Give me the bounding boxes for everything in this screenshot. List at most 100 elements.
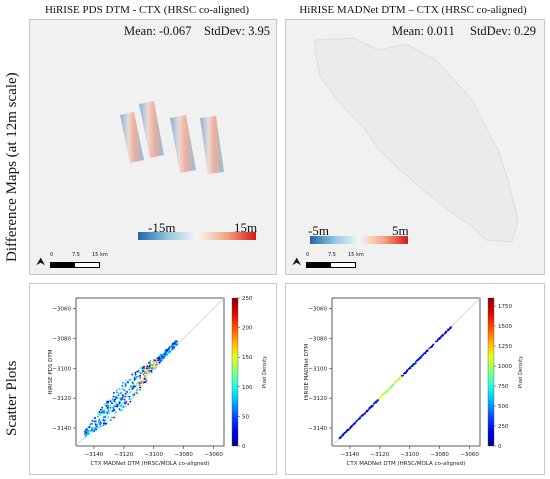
y-tick-label: −3080	[52, 336, 71, 342]
scatter-point	[374, 400, 377, 403]
scatter-point	[150, 370, 153, 372]
scatter-point	[353, 422, 356, 425]
scatter-point	[408, 367, 411, 369]
scatter-point	[131, 373, 134, 375]
scatter-point	[104, 423, 107, 425]
scatter-point	[104, 420, 107, 423]
scatter-point	[414, 362, 417, 364]
scatter-point	[94, 423, 97, 426]
scatter-point	[167, 347, 170, 350]
difference-map-panel-right: Mean: 0.011 StdDev: 0.29 -5m 5m ⮝ 0 7.5 …	[285, 19, 545, 275]
scatter-point	[120, 404, 123, 407]
scatter-point	[152, 366, 154, 369]
scatter-point	[98, 413, 101, 416]
scatter-point	[402, 374, 404, 377]
scatter-point	[134, 392, 136, 395]
scatter-panel-right: −3140 −3120 −3100 −3080 −3060 −3140 −3120 −3100…	[285, 283, 545, 475]
dtm-strip	[120, 112, 144, 163]
colorbar-tick-label: 1000	[498, 364, 512, 370]
scatter-point	[358, 417, 360, 420]
scatter-point	[395, 380, 398, 383]
y-tick-label: −3140	[52, 426, 71, 432]
x-tick-label: −3080	[174, 452, 193, 458]
difference-map-image	[313, 37, 519, 243]
x-tick-label: −3100	[144, 452, 163, 458]
x-tick-label: −3120	[371, 452, 390, 458]
scatter-point	[103, 415, 106, 418]
scatter-plot-left: −3140 −3120 −3100 −3080 −3060 −3140 −3120 −3100…	[48, 296, 268, 467]
colorbar-tick-label: 100	[242, 385, 253, 391]
scatter-point	[129, 400, 132, 403]
scatter-point	[131, 382, 134, 384]
scatter-point	[152, 358, 155, 361]
scatter-point	[113, 400, 116, 402]
scatter-point	[109, 400, 112, 403]
scatter-point	[156, 363, 159, 366]
colorbar-tick-label: 200	[242, 326, 253, 332]
scatter-point	[389, 386, 392, 389]
scatter-point	[91, 430, 94, 433]
scatter-point	[339, 436, 342, 439]
scatter-point	[346, 429, 349, 431]
scatter-point	[157, 359, 159, 362]
scatter-point	[135, 391, 138, 394]
scatter-point	[90, 423, 93, 425]
stddev-label: StdDev: 0.29	[470, 24, 536, 38]
scatter-point	[355, 420, 358, 423]
scatter-point	[344, 431, 346, 434]
scatter-point	[107, 416, 110, 418]
scatter-point	[126, 381, 129, 384]
scatter-point	[134, 375, 137, 377]
scatter-point	[104, 418, 107, 421]
scatter-point	[154, 368, 156, 370]
scatter-point	[403, 372, 406, 375]
scatter-point	[388, 388, 390, 391]
scatter-point	[162, 354, 164, 356]
scatter-point	[128, 398, 131, 400]
scatter-point	[132, 396, 135, 398]
scatter-point	[173, 342, 176, 345]
scatter-point	[420, 356, 423, 358]
scatter-point	[102, 409, 105, 412]
scatter-point	[436, 339, 439, 342]
scatter-point	[155, 363, 158, 366]
colorbar-min-label: -5m	[308, 223, 329, 238]
scatter-point	[141, 384, 144, 387]
colorbar	[487, 297, 495, 447]
x-tick-label: −3140	[341, 452, 360, 458]
mean-label: Mean: -0.067	[124, 24, 192, 38]
scatter-point	[88, 426, 91, 429]
scatter-point	[125, 382, 127, 384]
scatter-point	[445, 330, 447, 333]
scatter-point	[93, 420, 96, 423]
colorbar-max-label: 5m	[392, 223, 409, 238]
scatter-point	[106, 400, 108, 403]
scatter-point	[441, 334, 444, 336]
scatter-point	[137, 382, 140, 384]
column-title-right: HiRISE MADNet DTM – CTX (HRSC co-aligned…	[299, 4, 527, 16]
colorbar-right	[310, 236, 408, 244]
scatter-point	[424, 351, 427, 353]
scatter-point	[122, 406, 125, 409]
x-axis-label: CTX MADNet DTM (HRSC/MOLA co-aligned)	[347, 461, 466, 467]
x-axis-label: CTX MADNet DTM (HRSC/MOLA co-aligned)	[91, 461, 210, 467]
scatter-panel-left: −3140 −3120 −3100 −3080 −3060 −3140 −3120 −3100…	[29, 283, 277, 475]
scatter-point	[112, 401, 115, 404]
colorbar	[231, 297, 239, 447]
scale-tick-mid: 7.5	[72, 252, 80, 258]
density-cloud	[338, 326, 452, 440]
scatter-point	[120, 409, 123, 411]
scatter-point	[115, 389, 118, 392]
scatter-point	[376, 399, 379, 402]
scatter-point	[131, 380, 134, 383]
scatter-point	[135, 387, 138, 389]
scatter-point	[417, 358, 420, 361]
scatter-point	[424, 352, 427, 355]
scatter-plot-right: −3140 −3120 −3100 −3080 −3060 −3140 −3120 −3100…	[304, 297, 524, 467]
scatter-point	[106, 406, 109, 409]
scatter-point	[166, 354, 168, 356]
scatter-point	[391, 384, 394, 386]
y-tick-label: −3100	[308, 366, 327, 372]
scatter-point	[132, 385, 135, 388]
scatter-point	[145, 372, 147, 375]
